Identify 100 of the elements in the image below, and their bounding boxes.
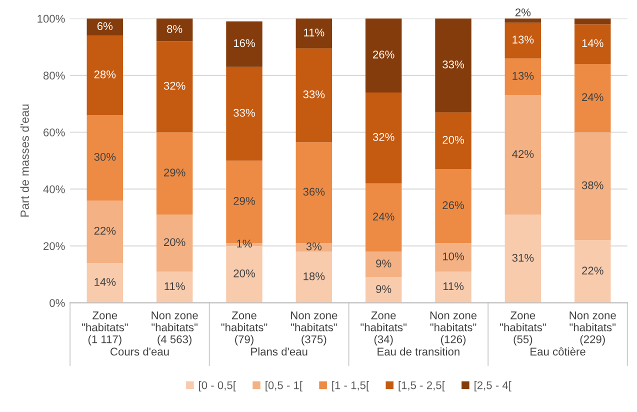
data-label: 2% xyxy=(515,8,531,16)
bar xyxy=(574,240,611,303)
bar xyxy=(86,115,124,200)
x-tick-label: Non zone "habitats" (4 563) xyxy=(152,312,198,346)
bar xyxy=(86,200,124,264)
data-label: 3% xyxy=(306,242,322,250)
bar xyxy=(86,36,124,116)
data-label: 31% xyxy=(512,254,534,262)
legend-label: [1 - 1,5[ xyxy=(332,381,369,392)
bar xyxy=(296,18,332,48)
bar xyxy=(86,18,124,36)
data-label: 38% xyxy=(582,181,604,190)
data-label: 29% xyxy=(164,168,186,176)
data-label: 26% xyxy=(373,50,394,58)
bar xyxy=(365,277,402,303)
data-label: 18% xyxy=(304,272,325,280)
data-label: 30% xyxy=(94,152,116,161)
y-tick-label: 60% xyxy=(44,128,65,136)
data-label: 20% xyxy=(234,270,255,278)
bar xyxy=(86,263,124,303)
bar xyxy=(504,22,542,58)
data-label: 26% xyxy=(442,201,464,210)
y-tick-label: 80% xyxy=(43,72,65,80)
y-axis-title: Part de masses d'eau xyxy=(20,104,29,217)
bar xyxy=(226,21,262,67)
x-tick-label: Zone "habitats" (79) xyxy=(221,312,268,346)
bar xyxy=(365,92,402,184)
bar xyxy=(226,66,262,161)
legend-label: [2,5 - 4[ xyxy=(474,381,512,392)
bar xyxy=(504,18,542,23)
bar xyxy=(296,48,332,142)
bar xyxy=(156,132,193,215)
text: Eau de transition xyxy=(378,347,460,356)
data-label: 33% xyxy=(442,60,464,68)
x-tick-label: Non zone "habitats" (126) xyxy=(430,312,477,346)
x-tick-label: Non zone "habitats" (229) xyxy=(570,312,616,346)
text: Cours d'eau xyxy=(110,347,169,356)
bar xyxy=(156,18,193,42)
bar xyxy=(574,24,611,64)
data-label: 22% xyxy=(94,226,116,235)
data-label: 28% xyxy=(94,70,116,78)
data-label: 42% xyxy=(512,150,534,158)
bar xyxy=(435,272,472,303)
data-label: 29% xyxy=(234,197,255,205)
bar xyxy=(365,252,402,278)
x-tick-label: Zone "habitats" (34) xyxy=(360,312,407,346)
bar xyxy=(296,142,332,244)
data-label: 11% xyxy=(164,282,185,290)
x-tick-label: Zone "habitats" (55) xyxy=(500,312,546,346)
data-label: 14% xyxy=(582,39,604,48)
x-tick-label: Zone "habitats" (1 117) xyxy=(82,312,128,346)
data-label: 22% xyxy=(582,266,604,274)
bar xyxy=(156,41,193,132)
data-label: 9% xyxy=(376,260,392,268)
legend-label: [1,5 - 2,5[ xyxy=(398,381,445,392)
bar xyxy=(504,214,542,303)
text: Plans d'eau xyxy=(251,347,308,356)
data-label: 13% xyxy=(512,36,534,44)
bar xyxy=(504,95,542,215)
x-tick-label: Non zone "habitats" (375) xyxy=(290,312,338,346)
data-label: 32% xyxy=(164,82,186,90)
data-label: 9% xyxy=(376,285,392,294)
data-label: 32% xyxy=(372,133,394,141)
bar xyxy=(574,18,611,24)
data-label: 16% xyxy=(234,39,255,48)
y-tick-label: 0% xyxy=(50,299,65,307)
data-label: 11% xyxy=(304,28,324,36)
bar xyxy=(574,64,611,132)
bar xyxy=(365,18,402,92)
bar xyxy=(574,132,611,240)
bar xyxy=(226,246,262,303)
y-tick-label: 20% xyxy=(44,242,65,250)
data-label: 1% xyxy=(237,240,252,248)
data-label: 14% xyxy=(94,278,116,286)
data-label: 8% xyxy=(167,25,182,33)
y-tick-label: 100% xyxy=(38,14,65,23)
bar xyxy=(435,169,472,244)
data-label: 10% xyxy=(442,252,464,260)
legend-label: [0 - 0,5[ xyxy=(199,381,236,392)
bar xyxy=(156,214,193,272)
bar xyxy=(365,183,402,252)
bar xyxy=(435,18,472,112)
data-label: 13% xyxy=(512,72,534,80)
data-label: 24% xyxy=(582,93,604,102)
data-label: 6% xyxy=(97,22,113,30)
bar xyxy=(435,112,472,170)
data-label: 24% xyxy=(373,212,394,220)
data-label: 33% xyxy=(303,90,325,98)
y-tick-label: 40% xyxy=(43,185,65,194)
data-label: 20% xyxy=(442,136,464,144)
bar xyxy=(504,58,542,96)
bar xyxy=(156,272,193,303)
text: Eau côtière xyxy=(530,347,586,356)
bar xyxy=(435,243,472,272)
data-label: 20% xyxy=(164,238,186,246)
legend-label: [0,5 - 1[ xyxy=(266,381,302,392)
bar xyxy=(296,252,332,303)
data-label: 33% xyxy=(234,108,255,117)
data-label: 36% xyxy=(303,188,325,196)
data-label: 11% xyxy=(443,282,464,290)
